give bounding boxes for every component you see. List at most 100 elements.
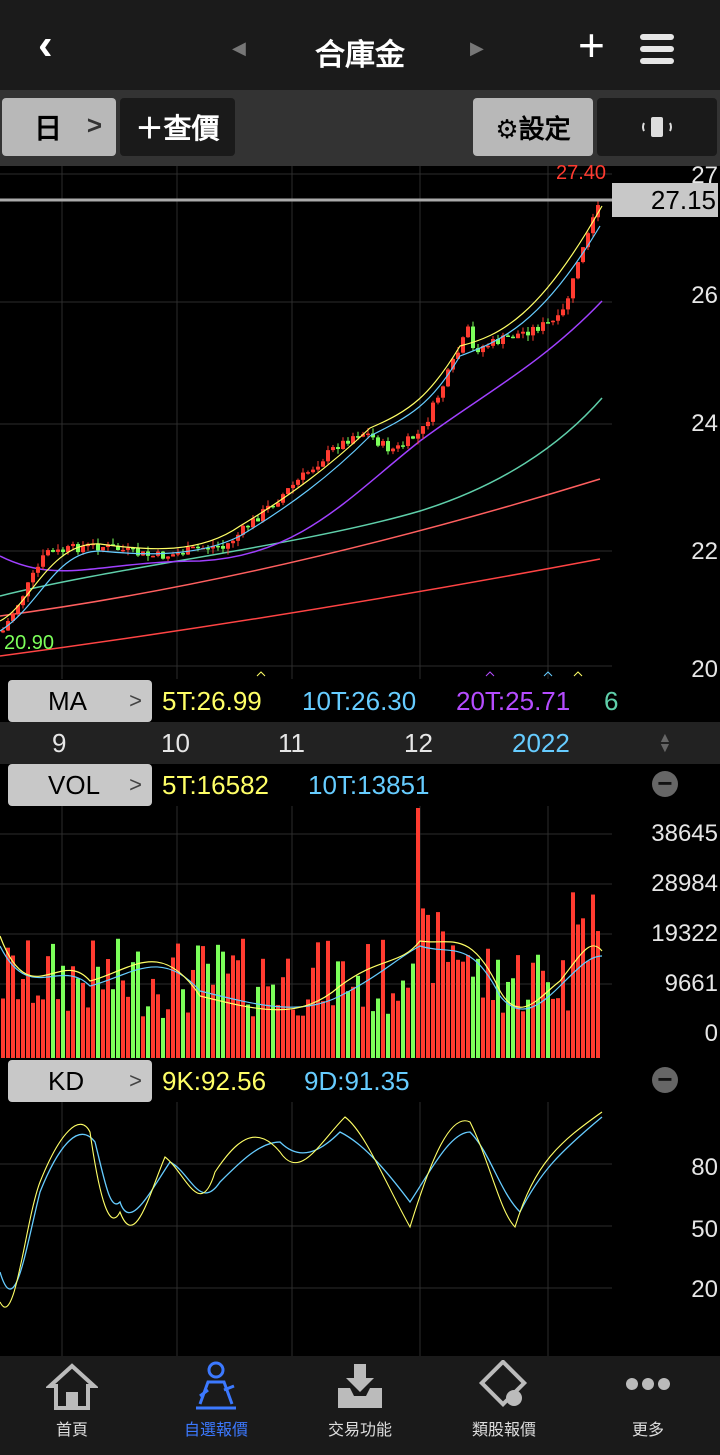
volume-bar <box>561 960 565 1058</box>
candle-body <box>396 445 400 449</box>
volume-bar <box>476 958 480 1058</box>
volume-bar <box>351 986 355 1058</box>
volume-bar <box>81 982 85 1058</box>
volume-bar <box>91 940 95 1058</box>
nav-watchlist[interactable]: 自選報價 <box>144 1356 288 1455</box>
candle-body <box>16 605 20 614</box>
candle-body <box>576 262 580 279</box>
previous-stock-icon[interactable]: ◀ <box>232 38 246 58</box>
volume-bar <box>36 995 40 1058</box>
volume-bar <box>46 956 50 1058</box>
bottom-nav: 首頁 自選報價 交易功能 類股報價 更多 <box>0 1356 720 1455</box>
volume-bar <box>436 912 440 1058</box>
candle-body <box>341 440 345 450</box>
volume-bar <box>501 1012 505 1058</box>
volume-bar <box>361 1006 365 1058</box>
volume-bar <box>306 999 310 1058</box>
volume-bar <box>556 998 560 1058</box>
volume-bar <box>121 980 125 1058</box>
candle-body <box>501 335 505 345</box>
volume-bar <box>196 945 200 1058</box>
candle-body <box>211 545 215 549</box>
volume-bar <box>466 954 470 1058</box>
volume-bar <box>546 982 550 1058</box>
volume-bar <box>321 1001 325 1058</box>
candle-body <box>36 566 40 573</box>
collapse-icon[interactable]: ▲ ▼ <box>658 729 672 755</box>
plus-icon[interactable]: + <box>578 19 605 71</box>
chevron-right-icon: > <box>86 110 102 140</box>
volume-bar <box>231 955 235 1058</box>
volume-bar <box>216 944 220 1058</box>
kd-chip[interactable]: KD > <box>8 1060 152 1102</box>
kd-chart[interactable] <box>0 1102 612 1356</box>
candle-body <box>161 551 165 559</box>
ma-chip[interactable]: MA > <box>8 680 152 722</box>
ma5-value: 5T:26.99 <box>162 686 262 716</box>
rotate-phone-icon[interactable] <box>597 98 717 156</box>
volume-bar <box>101 989 105 1058</box>
volume-bar <box>406 987 410 1058</box>
candle-body <box>236 534 240 541</box>
volume-bar <box>16 999 20 1058</box>
volume-bar <box>31 1002 35 1058</box>
volume-bar <box>376 998 380 1058</box>
candle-body <box>551 320 555 323</box>
candle-body <box>351 436 355 444</box>
candle-body <box>296 479 300 485</box>
period-button[interactable]: 日 > <box>2 98 116 156</box>
volume-bar <box>571 892 575 1058</box>
volume-bar <box>336 961 340 1058</box>
vol-chip[interactable]: VOL > <box>8 764 152 806</box>
volume-bar <box>431 982 435 1058</box>
price-chart[interactable] <box>0 166 720 679</box>
nav-home[interactable]: 首頁 <box>0 1356 144 1455</box>
nav-sector[interactable]: 類股報價 <box>432 1356 576 1455</box>
volume-bar <box>526 999 530 1058</box>
price-y-tick: 22 <box>691 538 718 565</box>
candle-body <box>391 448 395 452</box>
volume-bar <box>426 914 430 1058</box>
candle-body <box>136 548 140 556</box>
volume-bar <box>266 986 270 1058</box>
volume-chart[interactable] <box>0 806 612 1058</box>
candle-body <box>586 233 590 248</box>
candle-body <box>51 550 55 552</box>
volume-bar <box>531 962 535 1058</box>
back-chevron-icon[interactable]: ‹ <box>38 20 53 69</box>
query-price-button[interactable]: ＋查價 <box>120 98 235 156</box>
candle-body <box>81 546 85 553</box>
candle-body <box>541 322 545 331</box>
hamburger-icon[interactable] <box>640 34 674 68</box>
volume-bar <box>236 960 240 1058</box>
volume-bar <box>341 961 345 1058</box>
chevron-right-icon: > <box>129 688 142 713</box>
volume-bar <box>26 940 30 1058</box>
candle-body <box>251 518 255 528</box>
volume-bar <box>206 963 210 1058</box>
vol-y-tick: 9661 <box>664 970 718 997</box>
close-kd-icon[interactable]: − <box>652 1066 678 1093</box>
volume-bar <box>256 986 260 1058</box>
volume-bar <box>181 989 185 1058</box>
price-y-tick: 26 <box>691 282 718 309</box>
candle-body <box>581 247 585 263</box>
volume-bar <box>106 959 110 1058</box>
nav-more[interactable]: 更多 <box>576 1356 720 1455</box>
nav-trade[interactable]: 交易功能 <box>288 1356 432 1455</box>
candle-body <box>506 335 510 337</box>
candle-body <box>436 397 440 403</box>
next-stock-icon[interactable]: ▶ <box>470 38 484 58</box>
settings-button[interactable]: ⚙設定 <box>473 98 593 156</box>
volume-bar <box>271 984 275 1058</box>
chevron-right-icon: > <box>129 1068 142 1093</box>
candle-body <box>111 544 115 546</box>
volume-bar <box>576 924 580 1058</box>
volume-bar <box>506 981 510 1058</box>
candle-body <box>176 553 180 555</box>
candle-body <box>266 505 270 510</box>
volume-bar <box>161 1017 165 1058</box>
close-vol-icon[interactable]: − <box>652 770 678 797</box>
candle-body <box>271 505 275 508</box>
candle-body <box>56 549 60 552</box>
